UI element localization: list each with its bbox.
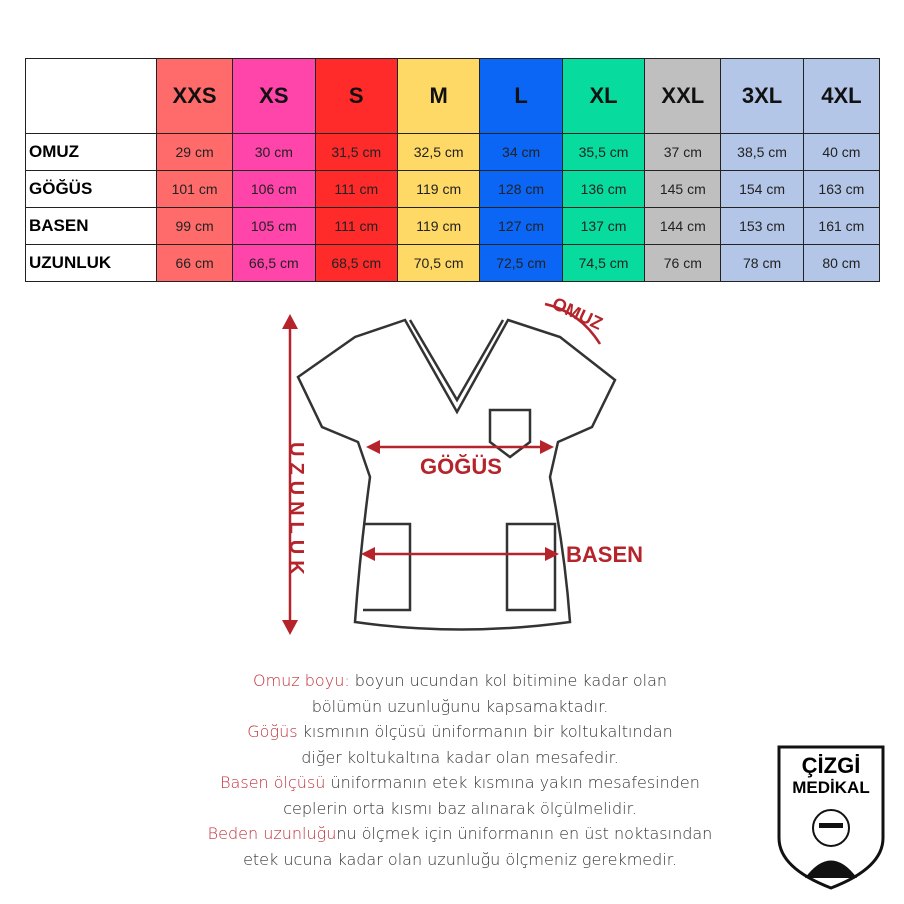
measurement-cell: 80 cm bbox=[802, 244, 881, 282]
size-header-xs: XS bbox=[232, 58, 316, 134]
measurement-cell: 38,5 cm bbox=[720, 133, 804, 171]
measurement-cell: 66,5 cm bbox=[232, 244, 316, 282]
measurement-cell: 78 cm bbox=[720, 244, 804, 282]
gogus-term: Göğüs bbox=[247, 722, 298, 741]
basen-term: Basen ölçüsü bbox=[220, 773, 326, 792]
measurement-cell: 161 cm bbox=[802, 207, 881, 245]
measurement-cell: 30 cm bbox=[232, 133, 316, 171]
uzunluk-term: Beden uzunluğu bbox=[207, 824, 337, 843]
row-label: GÖĞÜS bbox=[25, 170, 157, 208]
measurement-cell: 66 cm bbox=[155, 244, 234, 282]
measurement-cell: 35,5 cm bbox=[561, 133, 646, 171]
row-label: BASEN bbox=[25, 207, 157, 245]
measurement-cell: 111 cm bbox=[314, 170, 398, 208]
header-blank bbox=[25, 58, 157, 134]
measurement-cell: 40 cm bbox=[802, 133, 881, 171]
measurement-cell: 68,5 cm bbox=[314, 244, 398, 282]
basen-label: BASEN bbox=[566, 542, 643, 567]
measurement-description: Omuz boyu: boyun ucundan kol bitimine ka… bbox=[190, 668, 730, 872]
measurement-cell: 105 cm bbox=[232, 207, 316, 245]
measurement-cell: 72,5 cm bbox=[479, 244, 563, 282]
pocket-right bbox=[505, 522, 557, 612]
size-header-l: L bbox=[479, 58, 563, 134]
measurement-cell: 136 cm bbox=[561, 170, 646, 208]
row-label: UZUNLUK bbox=[25, 244, 157, 282]
cizgi-medikal-logo: ÇİZGİ MEDİKAL bbox=[777, 745, 885, 890]
row-label: OMUZ bbox=[25, 133, 157, 171]
uzunluk-label: UZUNLUK bbox=[285, 442, 307, 581]
measurement-cell: 70,5 cm bbox=[396, 244, 481, 282]
size-header-3xl: 3XL bbox=[720, 58, 804, 134]
logo-line2: MEDİKAL bbox=[792, 778, 869, 797]
table-row: BASEN 99 cm 105 cm 111 cm 119 cm 127 cm 137 cm… bbox=[25, 207, 881, 245]
pocket-chest bbox=[488, 408, 532, 459]
table-row: UZUNLUK 66 cm 66,5 cm 68,5 cm 70,5 cm 72,5 cm… bbox=[25, 244, 881, 282]
measurement-cell: 37 cm bbox=[644, 133, 722, 171]
measurement-cell: 76 cm bbox=[644, 244, 722, 282]
size-header-xxl: XXL bbox=[644, 58, 722, 134]
pocket-left bbox=[363, 522, 412, 612]
size-header-4xl: 4XL bbox=[802, 58, 881, 134]
measurement-cell: 163 cm bbox=[802, 170, 881, 208]
scrub-top-diagram: GÖĞÜS BASEN OMUZ UZUNLUK bbox=[282, 293, 643, 635]
size-chart-table: XXS XS S M L XL XXL 3XL 4XL OMUZ 29 cm 30 cm 31,5 c… bbox=[25, 58, 881, 282]
measurement-cell: 99 cm bbox=[155, 207, 234, 245]
measurement-cell: 127 cm bbox=[479, 207, 563, 245]
measurement-cell: 106 cm bbox=[232, 170, 316, 208]
measurement-cell: 154 cm bbox=[720, 170, 804, 208]
measurement-cell: 128 cm bbox=[479, 170, 563, 208]
omuz-term: Omuz boyu: bbox=[252, 671, 350, 690]
measurement-cell: 137 cm bbox=[561, 207, 646, 245]
desc-text: diğer koltukaltına kadar olan mesafedir. bbox=[301, 747, 619, 767]
measurement-cell: 32,5 cm bbox=[396, 133, 481, 171]
gogus-label: GÖĞÜS bbox=[420, 454, 502, 479]
measurement-cell: 145 cm bbox=[644, 170, 722, 208]
measurement-cell: 101 cm bbox=[155, 170, 234, 208]
desc-text: etek ucuna kadar olan uzunluğu ölçmeniz … bbox=[243, 849, 677, 869]
omuz-arrow bbox=[544, 302, 602, 345]
desc-text: boyun ucundan kol bitimine kadar olan bbox=[349, 671, 668, 690]
size-header-xl: XL bbox=[561, 58, 646, 134]
table-row: GÖĞÜS 101 cm 106 cm 111 cm 119 cm 128 cm 136 c… bbox=[25, 170, 881, 208]
desc-text: ceplerin orta kısmı baz alınarak ölçülme… bbox=[283, 798, 637, 818]
size-header-m: M bbox=[396, 58, 481, 134]
measurement-cell: 34 cm bbox=[479, 133, 563, 171]
measurement-cell: 74,5 cm bbox=[561, 244, 646, 282]
shirt-outline bbox=[296, 318, 617, 631]
measurement-cell: 111 cm bbox=[314, 207, 398, 245]
measurement-cell: 153 cm bbox=[720, 207, 804, 245]
omuz-label: OMUZ bbox=[549, 293, 605, 334]
measurement-cell: 119 cm bbox=[396, 170, 481, 208]
measurement-cell: 144 cm bbox=[644, 207, 722, 245]
size-header-s: S bbox=[314, 58, 398, 134]
desc-text: üniformanın etek kısmına yakın mesafesin… bbox=[325, 773, 700, 792]
table-row: OMUZ 29 cm 30 cm 31,5 cm 32,5 cm 34 cm 35,5 cm… bbox=[25, 133, 881, 171]
measurement-cell: 119 cm bbox=[396, 207, 481, 245]
measurement-cell: 29 cm bbox=[155, 133, 234, 171]
measurement-cell: 31,5 cm bbox=[314, 133, 398, 171]
logo-line1: ÇİZGİ bbox=[802, 753, 861, 778]
desc-text: kısmının ölçüsü üniformanın bir koltukal… bbox=[297, 722, 673, 741]
desc-text: nu ölçmek için üniformanın en üst noktas… bbox=[336, 824, 713, 843]
desc-text: bölümün uzunluğunu kapsamaktadır. bbox=[311, 696, 609, 716]
size-header-xxs: XXS bbox=[155, 58, 234, 134]
